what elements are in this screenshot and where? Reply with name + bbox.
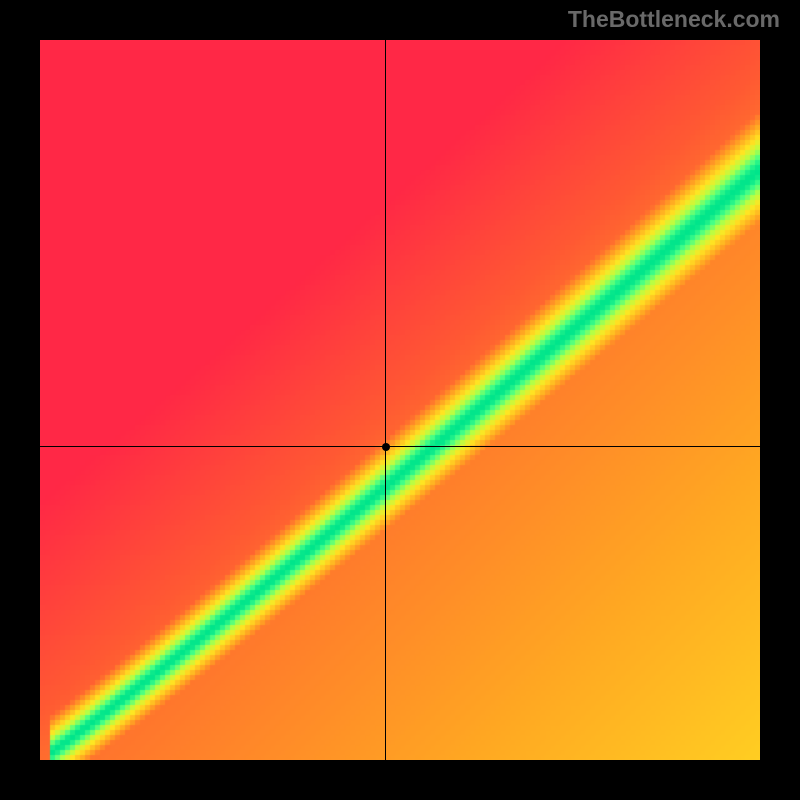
- crosshair-horizontal: [40, 446, 760, 447]
- heatmap-canvas: [40, 40, 760, 760]
- heatmap-plot: [40, 40, 760, 760]
- crosshair-marker: [382, 443, 390, 451]
- chart-container: TheBottleneck.com: [0, 0, 800, 800]
- crosshair-vertical: [385, 40, 386, 760]
- watermark-text: TheBottleneck.com: [568, 6, 780, 33]
